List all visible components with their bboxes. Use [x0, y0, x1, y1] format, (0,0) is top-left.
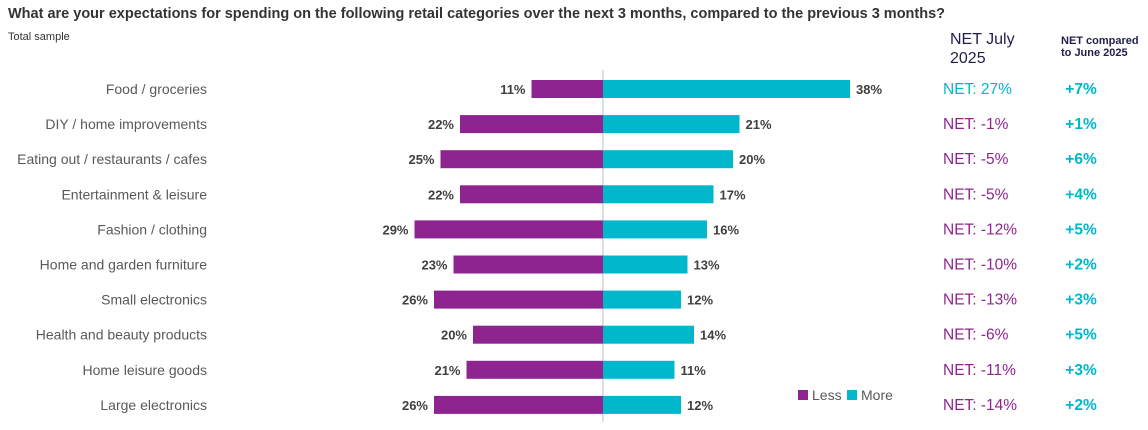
category-label: Large electronics	[100, 397, 207, 413]
net-value: NET: -12%	[943, 221, 1017, 238]
bar-less-value: 26%	[402, 398, 428, 413]
bar-more	[603, 185, 714, 204]
net-value: NET: -5%	[943, 151, 1009, 168]
bar-less-value: 11%	[500, 82, 526, 97]
category-label: Eating out / restaurants / cafes	[17, 151, 207, 167]
bar-more-value: 12%	[687, 293, 713, 308]
category-label: Health and beauty products	[36, 327, 207, 343]
bar-more	[603, 220, 707, 239]
bar-less-value: 20%	[441, 328, 467, 343]
bar-less-value: 25%	[408, 152, 434, 167]
bar-more	[603, 360, 675, 379]
net-column-header: NET July 2025	[950, 30, 1015, 68]
bar-less-value: 22%	[428, 187, 454, 202]
net-change-value: +7%	[1065, 81, 1097, 98]
category-label: Fashion / clothing	[97, 221, 207, 237]
bar-more	[603, 290, 681, 309]
legend-swatch-more	[847, 390, 857, 400]
net-value: NET: -14%	[943, 397, 1017, 414]
bar-more	[603, 115, 740, 134]
category-label: Home and garden furniture	[40, 257, 208, 273]
net-value: NET: 27%	[943, 81, 1012, 98]
bar-more	[603, 395, 681, 414]
bar-less-value: 26%	[402, 293, 428, 308]
net-change-value: +4%	[1065, 186, 1097, 203]
bar-more-value: 21%	[746, 117, 772, 132]
bar-more-value: 11%	[681, 363, 707, 378]
net-value: NET: -5%	[943, 186, 1009, 203]
legend-label-more: More	[861, 387, 893, 403]
category-label: Food / groceries	[106, 81, 207, 97]
net-value: NET: -11%	[943, 362, 1016, 379]
bar-more	[603, 325, 694, 344]
net-change-value: +6%	[1065, 151, 1097, 168]
compare-column-header-line1: NET compared	[1061, 35, 1139, 47]
bar-less	[453, 255, 603, 274]
net-change-value: +5%	[1065, 327, 1097, 344]
bar-more-value: 38%	[856, 82, 882, 97]
net-change-value: +2%	[1065, 257, 1097, 274]
bar-less	[434, 290, 603, 309]
net-value: NET: -1%	[943, 116, 1009, 133]
compare-column-header-line2: to June 2025	[1061, 47, 1128, 59]
chart-title: What are your expectations for spending …	[8, 6, 946, 22]
category-label: DIY / home improvements	[45, 116, 207, 132]
bar-more	[603, 255, 688, 274]
legend-label-less: Less	[812, 387, 842, 403]
net-change-value: +5%	[1065, 221, 1097, 238]
chart-subtitle: Total sample	[8, 31, 70, 43]
net-value: NET: -10%	[943, 257, 1017, 274]
bar-less-value: 23%	[421, 258, 447, 273]
net-value: NET: -6%	[943, 327, 1009, 344]
net-value: NET: -13%	[943, 292, 1017, 309]
bar-more-value: 16%	[713, 222, 739, 237]
category-label: Home leisure goods	[82, 362, 207, 378]
bar-more-value: 13%	[694, 258, 720, 273]
bar-less	[473, 325, 603, 344]
bar-more	[603, 150, 733, 169]
bar-less	[414, 220, 603, 239]
bar-more	[603, 80, 850, 98]
net-change-value: +2%	[1065, 397, 1097, 414]
bar-less	[434, 395, 603, 414]
bar-more-value: 12%	[687, 398, 713, 413]
bar-more-value: 20%	[739, 152, 765, 167]
net-change-value: +3%	[1065, 362, 1097, 379]
bar-less	[466, 360, 603, 379]
bar-less	[531, 80, 603, 98]
compare-column-header: NET compared to June 2025	[1061, 35, 1139, 59]
net-column-header-line1: NET July	[950, 31, 1015, 48]
net-change-value: +1%	[1065, 116, 1097, 133]
net-change-value: +3%	[1065, 292, 1097, 309]
category-label: Small electronics	[101, 292, 207, 308]
legend-swatch-less	[798, 390, 808, 400]
bar-less	[460, 115, 603, 134]
bar-less-value: 21%	[434, 363, 460, 378]
bar-less-value: 22%	[428, 117, 454, 132]
bar-less	[460, 185, 603, 204]
net-column-header-line2: 2025	[950, 50, 986, 67]
bar-less	[440, 150, 603, 169]
bar-more-value: 17%	[720, 187, 746, 202]
category-label: Entertainment & leisure	[61, 186, 207, 202]
bar-less-value: 29%	[382, 222, 408, 237]
bar-more-value: 14%	[700, 328, 726, 343]
